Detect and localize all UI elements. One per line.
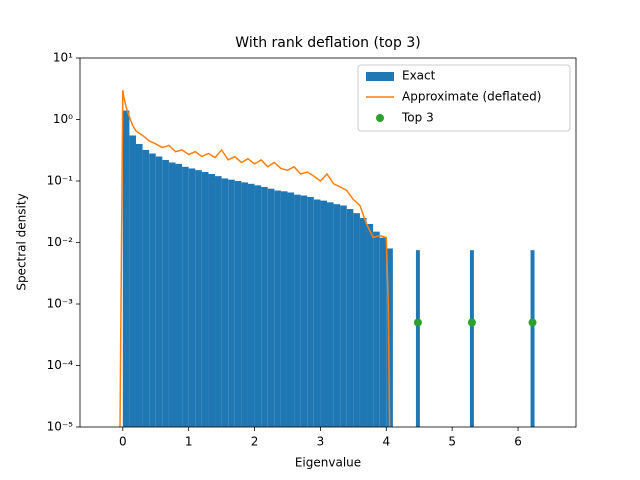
x-tick-label: 1 [185,435,193,449]
histogram-bar [353,213,360,427]
x-tick-label: 6 [514,435,522,449]
line [119,90,391,427]
histogram-bar [142,149,150,427]
scatter-point [413,318,422,327]
y-tick-label: 10¹ [53,51,73,65]
histogram-bar [221,178,229,427]
histogram-bar [346,209,354,427]
histogram-bar [162,159,169,427]
histogram-bar [208,173,216,427]
histogram-bar [149,153,156,427]
y-tick-label: 10⁻¹ [47,174,74,188]
histogram-bar [294,194,301,427]
y-tick-label: 10⁻² [47,235,74,249]
legend-label: Approximate (deflated) [402,90,541,104]
histogram-bar [254,185,262,427]
y-tick-label: 10⁻³ [47,297,74,311]
histogram-bar [168,162,176,427]
histogram-bar [267,188,275,427]
histogram-bar [530,250,535,427]
histogram-bar [300,195,308,427]
x-tick-label: 4 [382,435,390,449]
histogram-bar [195,170,202,427]
histogram-bar [261,186,268,427]
legend-label: Exact [402,69,436,83]
x-tick-label: 2 [251,435,259,449]
legend-label: Top 3 [401,111,434,125]
scatter-point [467,318,476,327]
histogram-bar [340,205,347,427]
y-tick-label: 10⁻⁴ [47,358,74,372]
histogram-bar [247,183,255,427]
histogram-bar [327,202,334,427]
histogram-bar [373,231,380,427]
x-tick-label: 3 [317,435,325,449]
histogram-bar [175,163,183,427]
histogram-bar [155,156,163,427]
histogram-bar [379,237,387,427]
chart-title: With rank deflation (top 3) [235,35,420,51]
plot-area [119,90,537,427]
histogram-bar [182,166,189,427]
histogram-bar [201,172,209,427]
histogram-bar [366,223,374,427]
legend-swatch [376,114,384,122]
histogram-bar [313,199,321,427]
y-tick-label: 10⁰ [53,112,73,126]
histogram-bar [320,200,328,427]
scatter-point [528,318,537,327]
histogram-bar [188,168,196,427]
y-axis-label: Spectral density [15,193,29,290]
histogram-bar [386,248,393,427]
y-tick-label: 10⁻⁵ [47,420,74,434]
legend-swatch [366,72,394,81]
histogram-bar [274,190,281,427]
histogram-bar [122,110,130,427]
histogram-bar [359,218,367,427]
histogram-bar [234,181,242,427]
histogram-bar [129,135,136,427]
histogram-bar [415,250,420,427]
x-tick-label: 5 [448,435,456,449]
x-axis-label: Eigenvalue [295,456,361,470]
histogram-bar [287,192,295,427]
histogram-bar [333,204,341,427]
histogram-bar [215,176,222,427]
histogram-bar [280,191,288,427]
histogram-bar [241,182,248,427]
histogram-bar [469,250,474,427]
histogram-bar [228,179,235,427]
histogram-bar [135,143,143,427]
x-tick-label: 0 [119,435,127,449]
legend [357,64,571,132]
histogram-bar [307,196,314,427]
